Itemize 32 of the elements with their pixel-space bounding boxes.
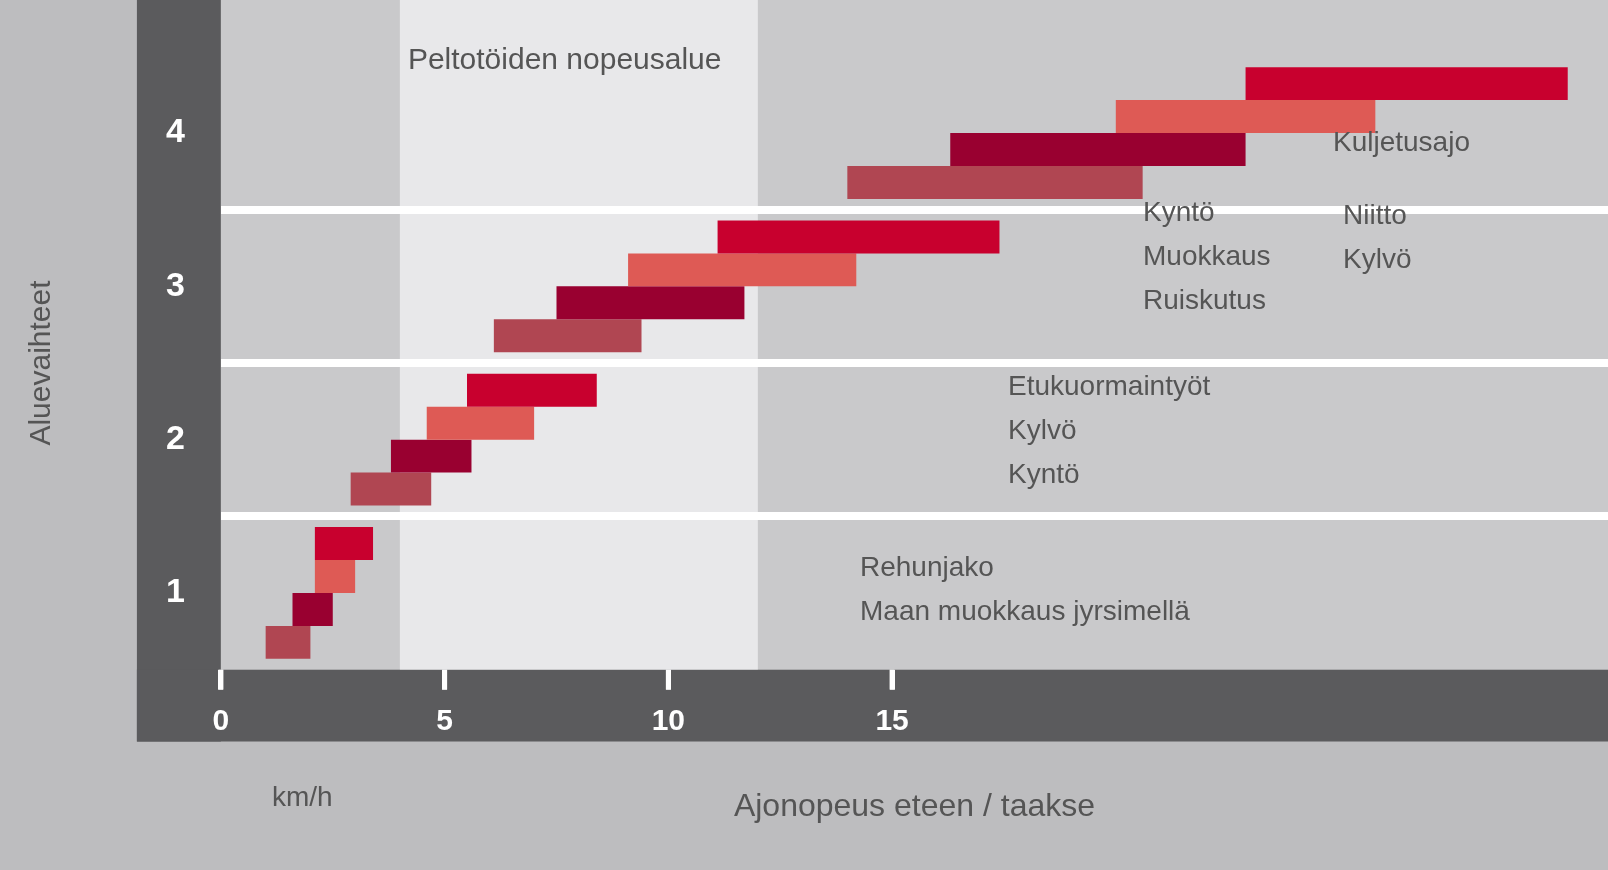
bar: [1245, 67, 1568, 101]
x-axis-title: Ajonopeus eteen / taakse: [733, 786, 1096, 823]
bar: [950, 133, 1246, 167]
x-tick-label: 10: [651, 702, 686, 736]
band-label: Peltotöiden nopeusalue: [407, 42, 722, 76]
bar: [493, 319, 642, 353]
text: km/h: [272, 780, 333, 812]
y-tick-label: 2: [165, 418, 185, 457]
annotation: Rehunjako Maan muokkaus jyrsimellä: [860, 550, 1191, 626]
x-tick-label: 15: [875, 702, 909, 736]
y-tick-label: 1: [165, 571, 185, 610]
y-tick-label: 3: [165, 264, 185, 303]
bar: [292, 592, 333, 626]
bar: [556, 286, 745, 320]
y-axis-title: Aluevaihteet: [23, 279, 57, 446]
annotation: Niitto Kylvö: [1343, 198, 1412, 274]
annotation: Kuljetusajo: [1333, 125, 1470, 157]
bar: [467, 373, 597, 407]
bar: [717, 220, 1000, 254]
bar: [350, 472, 432, 506]
y-tick-label: 4: [165, 111, 185, 150]
bar: [265, 625, 311, 659]
bar: [314, 559, 356, 593]
bar: [847, 166, 1143, 199]
x-tick-label: 0: [212, 702, 230, 736]
bar: [628, 253, 857, 287]
annotation: Etukuormaintyöt Kylvö Kyntö: [1008, 369, 1211, 489]
bar: [390, 439, 472, 473]
bar: [426, 406, 535, 440]
bar: [314, 527, 374, 560]
annotation: Kyntö Muokkaus Ruiskutus: [1143, 195, 1271, 315]
x-tick-label: 5: [436, 702, 453, 736]
